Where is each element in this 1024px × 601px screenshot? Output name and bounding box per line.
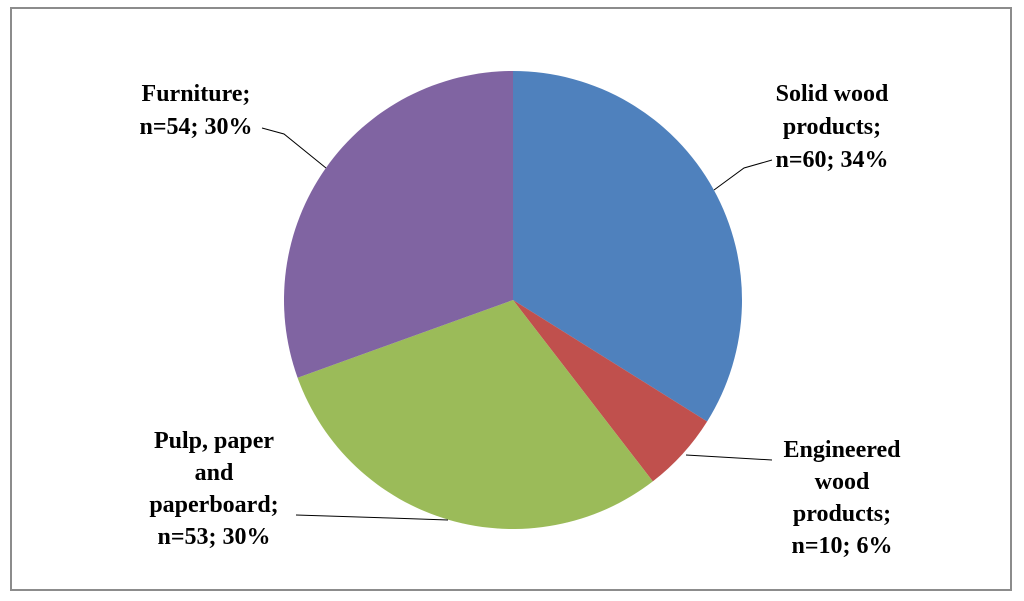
data-label-line: and	[195, 460, 234, 486]
data-label-line: n=10; 6%	[791, 533, 892, 559]
data-label-line: paperboard;	[149, 492, 278, 518]
data-label-line: Furniture;	[142, 81, 251, 107]
data-label-line: wood	[815, 469, 870, 495]
leader-line	[295, 514, 449, 521]
data-label-line: n=53; 30%	[157, 524, 270, 550]
pie-slice-furniture	[283, 71, 513, 378]
pie-slice-pulp-paper-and-paperboard	[297, 300, 653, 530]
data-label-line: Engineered	[784, 437, 902, 463]
data-label-line: Solid wood	[776, 81, 889, 107]
data-label: Pulp, paper and paperboard; n=53; 30%	[149, 428, 278, 550]
data-label: Engineered wood products; n=10; 6%	[784, 437, 902, 559]
data-label: Solid wood products; n=60; 34%	[775, 81, 889, 173]
data-label: Furniture; n=54; 30%	[139, 81, 252, 140]
pie-slice-engineered-wood-products	[513, 300, 708, 482]
pie-slice-solid-wood-products	[513, 71, 743, 422]
data-label-line: products;	[783, 114, 881, 140]
leader-line	[685, 454, 773, 461]
leader-line	[261, 127, 327, 169]
leader-line	[713, 159, 773, 191]
data-label-line: Pulp, paper	[154, 428, 274, 454]
data-label-line: n=54; 30%	[139, 114, 252, 140]
data-label-line: products;	[793, 501, 891, 527]
data-label-line: n=60; 34%	[775, 147, 888, 173]
